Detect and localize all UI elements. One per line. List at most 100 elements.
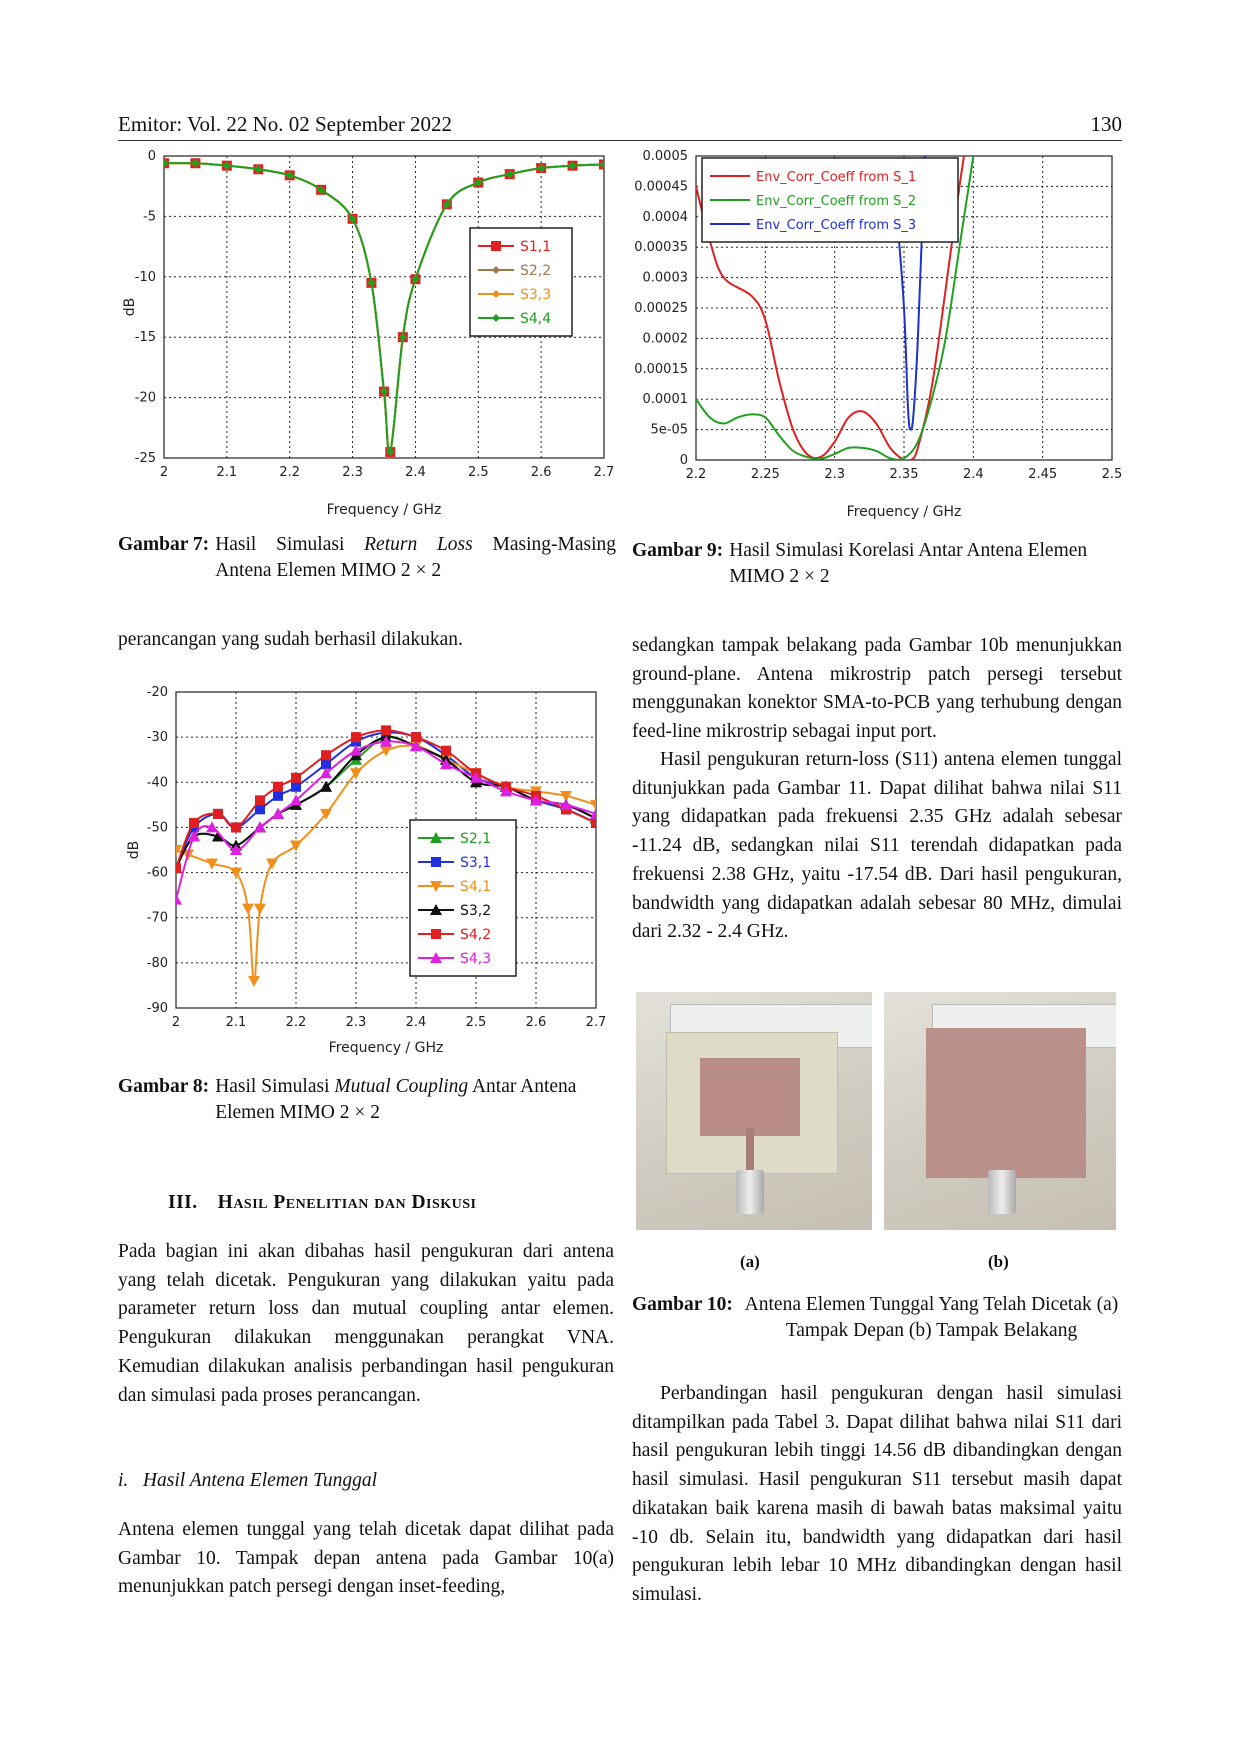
data-point [380,387,388,396]
data-point [410,740,422,752]
feedline-icon [746,1128,754,1174]
data-point [206,858,218,870]
y-axis-label: dB [122,298,138,317]
legend-label: Env_Corr_Coeff from S_3 [756,218,916,233]
data-point [442,200,451,209]
fig8-caption: Gambar 8: Hasil Simulasi Mutual Coupling… [118,1074,616,1126]
connector-icon [988,1170,1016,1214]
fig7-caption-text: Hasil Simulasi Return Loss Masing-Masing… [215,532,616,584]
legend-marker [492,314,500,322]
legend-label: S4,1 [460,879,491,895]
data-point [320,808,332,820]
fig9-label: Gambar 9: [632,540,724,561]
fig10-caption: Gambar 10: Antena Elemen Tunggal Yang Te… [632,1292,1122,1344]
data-point [176,845,182,856]
data-point [176,863,181,874]
fig10-photo-b [884,992,1116,1230]
legend-marker [492,290,500,298]
y-tick-label: -5 [143,209,156,224]
series-line [696,156,975,460]
data-point [381,725,391,736]
series-group [696,156,975,460]
legend-label: S4,4 [520,311,551,327]
data-point [242,903,254,915]
data-point [351,732,361,743]
fig8-caption-post: Antar Antena Elemen MIMO 2 × 2 [215,1076,577,1123]
data-point [164,159,168,168]
data-point [411,732,421,743]
right-paragraph-3: Perbandingan hasil pengukuran dengan has… [632,1383,1122,1605]
y-tick-label: -70 [147,911,168,926]
header-rule [118,140,1122,141]
fig7-caption-em: Return Loss [364,534,473,555]
y-tick-label: -40 [147,775,168,790]
data-point [255,795,265,806]
x-tick-label: 2.4 [963,467,984,482]
legend-label: S1,1 [520,239,551,255]
x-tick-label: 2.3 [342,465,363,480]
legend-label: S4,3 [460,951,491,967]
data-point [222,161,231,170]
y-tick-label: 0 [148,149,156,164]
legend-label: S3,3 [520,287,551,303]
legend-marker [430,881,442,892]
fig8-caption-pre: Hasil Simulasi [215,1076,335,1097]
y-tick-label: 0.00035 [634,240,688,255]
data-point [386,447,395,456]
data-point [380,735,392,747]
data-point [591,817,596,828]
y-tick-label: -20 [135,391,156,406]
legend-label: S2,1 [460,831,491,847]
data-point [290,840,302,852]
data-point [321,750,331,761]
fig7-caption-pre: Hasil Simulasi [215,534,365,555]
x-tick-label: 2.1 [226,1015,247,1030]
legend-label: Env_Corr_Coeff from S_2 [756,194,916,209]
data-point [350,744,362,756]
fig7-caption-post: Masing-Masing Antena Elemen MIMO 2 × 2 [215,534,616,581]
data-point [189,817,199,828]
fig9-caption: Gambar 9: Hasil Simulasi Korelasi Antar … [632,538,1122,590]
section-heading: III. Hasil Penelitian dan Diskusi [168,1192,477,1214]
fig10-label: Gambar 10: [632,1294,733,1315]
data-point [230,844,242,855]
legend-marker [430,904,442,915]
x-axis-label: Frequency / GHz [327,502,442,518]
data-point [290,794,302,806]
data-point [273,790,283,801]
data-point [560,790,572,802]
x-tick-label: 2.5 [468,465,489,480]
fig10-photo-a [636,992,872,1230]
fig8-caption-em: Mutual Coupling [334,1076,469,1097]
data-point [254,821,266,833]
y-tick-label: 0.0004 [643,210,689,225]
data-point [212,830,224,842]
data-point [291,781,301,792]
x-tick-label: 2.6 [531,465,552,480]
x-tick-label: 2 [160,465,168,480]
x-tick-label: 2.4 [406,1015,427,1030]
subsection-paragraph: Antena elemen tunggal yang telah dicetak… [118,1519,614,1598]
y-tick-label: 0.0003 [643,271,689,286]
data-point [320,767,332,779]
legend-label: S3,2 [460,903,491,919]
legend-marker [431,857,441,867]
x-tick-label: 2.2 [286,1015,307,1030]
data-point [231,822,241,833]
legend-box [409,819,517,977]
legend-marker [430,832,442,843]
data-point [590,807,596,819]
data-point [255,804,265,815]
y-tick-label: 0.00025 [634,301,688,316]
section-title: Hasil Penelitian dan Diskusi [217,1192,477,1213]
y-tick-label: -25 [135,451,156,466]
y-tick-label: -30 [147,730,168,745]
data-point [254,903,266,915]
x-axis-label: Frequency / GHz [847,504,962,520]
patch-icon [700,1058,800,1136]
series-group [164,158,604,457]
data-point [291,772,301,783]
data-point [367,278,376,287]
data-point [348,214,357,223]
legend-marker [492,266,500,274]
